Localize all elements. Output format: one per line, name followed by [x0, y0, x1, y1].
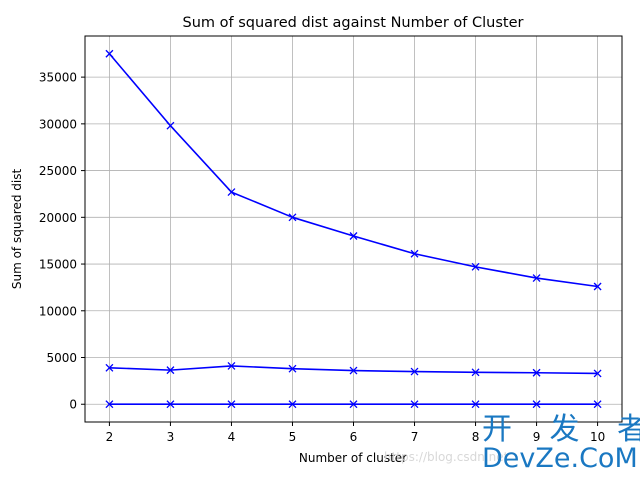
- series-3: [105, 400, 602, 409]
- x-tick-label: 2: [106, 430, 114, 444]
- data-point-marker: [105, 363, 114, 372]
- data-point-marker: [288, 364, 297, 373]
- watermark-logo: 开 发 者 DevZe.CoM: [482, 414, 640, 474]
- series-1: [105, 49, 602, 291]
- data-point-marker: [227, 188, 236, 197]
- data-point-marker: [532, 274, 541, 283]
- x-tick-label: 8: [472, 430, 480, 444]
- watermark-url: https://blog.csdn.net: [384, 450, 509, 464]
- y-tick-label: 20000: [39, 211, 77, 225]
- y-axis-label: Sum of squared dist: [10, 169, 24, 290]
- x-tick-label: 5: [289, 430, 297, 444]
- y-tick-label: 10000: [39, 304, 77, 318]
- x-tick-label: 9: [533, 430, 541, 444]
- x-tick-label: 3: [167, 430, 175, 444]
- watermark-brand-en: DevZe.CoM: [482, 443, 638, 474]
- data-point-marker: [105, 49, 114, 58]
- x-tick-label: 7: [411, 430, 419, 444]
- data-point-marker: [227, 361, 236, 370]
- data-point-marker: [349, 366, 358, 375]
- y-tick-label: 15000: [39, 258, 77, 272]
- x-axis-ticks: 2 3 4 5 6 7 8 9 10: [106, 422, 605, 444]
- series-group: [105, 49, 602, 409]
- data-point-marker: [288, 213, 297, 222]
- y-tick-label: 30000: [39, 117, 77, 131]
- data-point-marker: [410, 367, 419, 376]
- data-point-marker: [532, 400, 541, 409]
- x-axis-label: Number of cluster: [299, 451, 407, 465]
- data-point-marker: [349, 232, 358, 240]
- data-point-marker: [593, 282, 602, 291]
- data-point-marker: [166, 366, 175, 375]
- data-point-marker: [532, 368, 541, 377]
- data-point-marker: [227, 400, 236, 409]
- grid: [85, 36, 622, 422]
- data-point-marker: [410, 249, 419, 258]
- data-point-marker: [593, 369, 602, 378]
- watermark-brand-cn: 开 发 者: [482, 412, 640, 447]
- data-point-marker: [166, 121, 175, 130]
- y-tick-label: 35000: [39, 71, 77, 85]
- data-point-marker: [349, 400, 358, 409]
- data-point-marker: [288, 400, 297, 409]
- data-point-marker: [593, 400, 602, 409]
- x-tick-label: 4: [228, 430, 236, 444]
- y-axis-ticks: 0 5000 10000 15000 20000 25000 30000 35000: [39, 71, 85, 412]
- x-tick-label: 6: [350, 430, 358, 444]
- y-tick-label: 0: [69, 398, 77, 412]
- chart-title: Sum of squared dist against Number of Cl…: [183, 15, 524, 31]
- x-tick-label: 10: [590, 430, 605, 444]
- data-point-marker: [471, 368, 480, 377]
- y-tick-label: 5000: [46, 351, 77, 365]
- data-point-marker: [166, 400, 175, 409]
- data-point-marker: [471, 262, 480, 271]
- y-tick-label: 25000: [39, 164, 77, 178]
- data-point-marker: [471, 400, 480, 409]
- series-2: [105, 361, 602, 378]
- data-point-marker: [105, 400, 114, 409]
- data-point-marker: [410, 400, 419, 409]
